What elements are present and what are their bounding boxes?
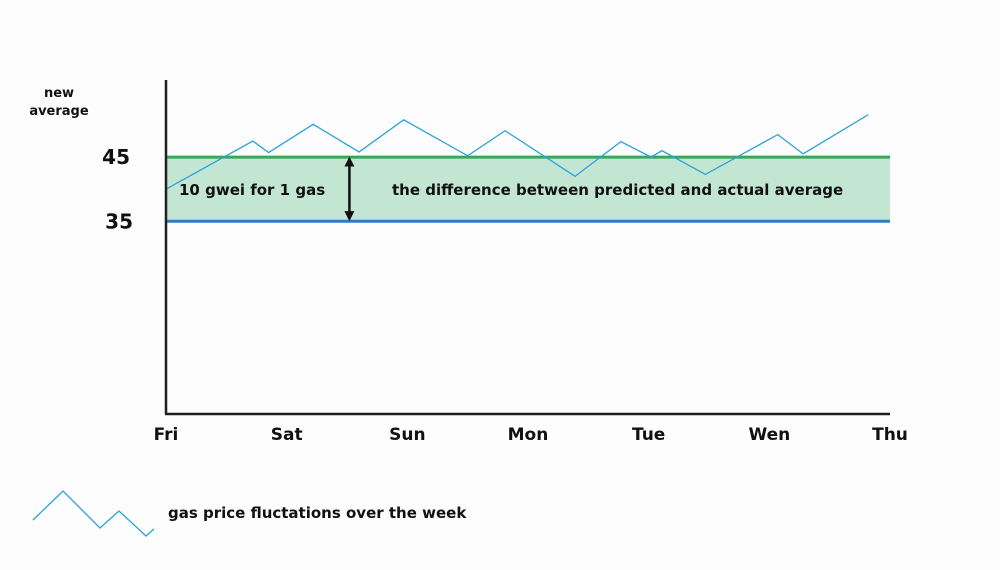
x-tick-label-sat: Sat	[271, 425, 303, 445]
x-tick-label-tue: Tue	[632, 425, 665, 445]
y-note-line-1: new	[44, 86, 74, 101]
legend-label: gas price fluctations over the week	[168, 504, 467, 522]
y-tick-label-35: 35	[105, 209, 133, 233]
x-tick-label-mon: Mon	[508, 425, 549, 445]
gas-price-series-line	[165, 114, 869, 190]
annotation-difference: the difference between predicted and act…	[392, 181, 843, 199]
x-tick-label-fri: Fri	[154, 425, 179, 445]
x-tick-labels: Fri Sat Sun Mon Tue Wen Thu	[154, 425, 908, 445]
annotation-gwei-per-gas: 10 gwei for 1 gas	[179, 181, 325, 199]
x-tick-label-sun: Sun	[389, 425, 425, 445]
y-note-line-2: average	[29, 104, 89, 119]
x-tick-label-wen: Wen	[748, 425, 790, 445]
legend-line-swatch	[32, 490, 155, 537]
plot-area	[165, 114, 890, 223]
difference-band	[166, 157, 890, 222]
y-tick-label-45: 45	[102, 145, 130, 169]
x-tick-label-thu: Thu	[872, 425, 908, 445]
